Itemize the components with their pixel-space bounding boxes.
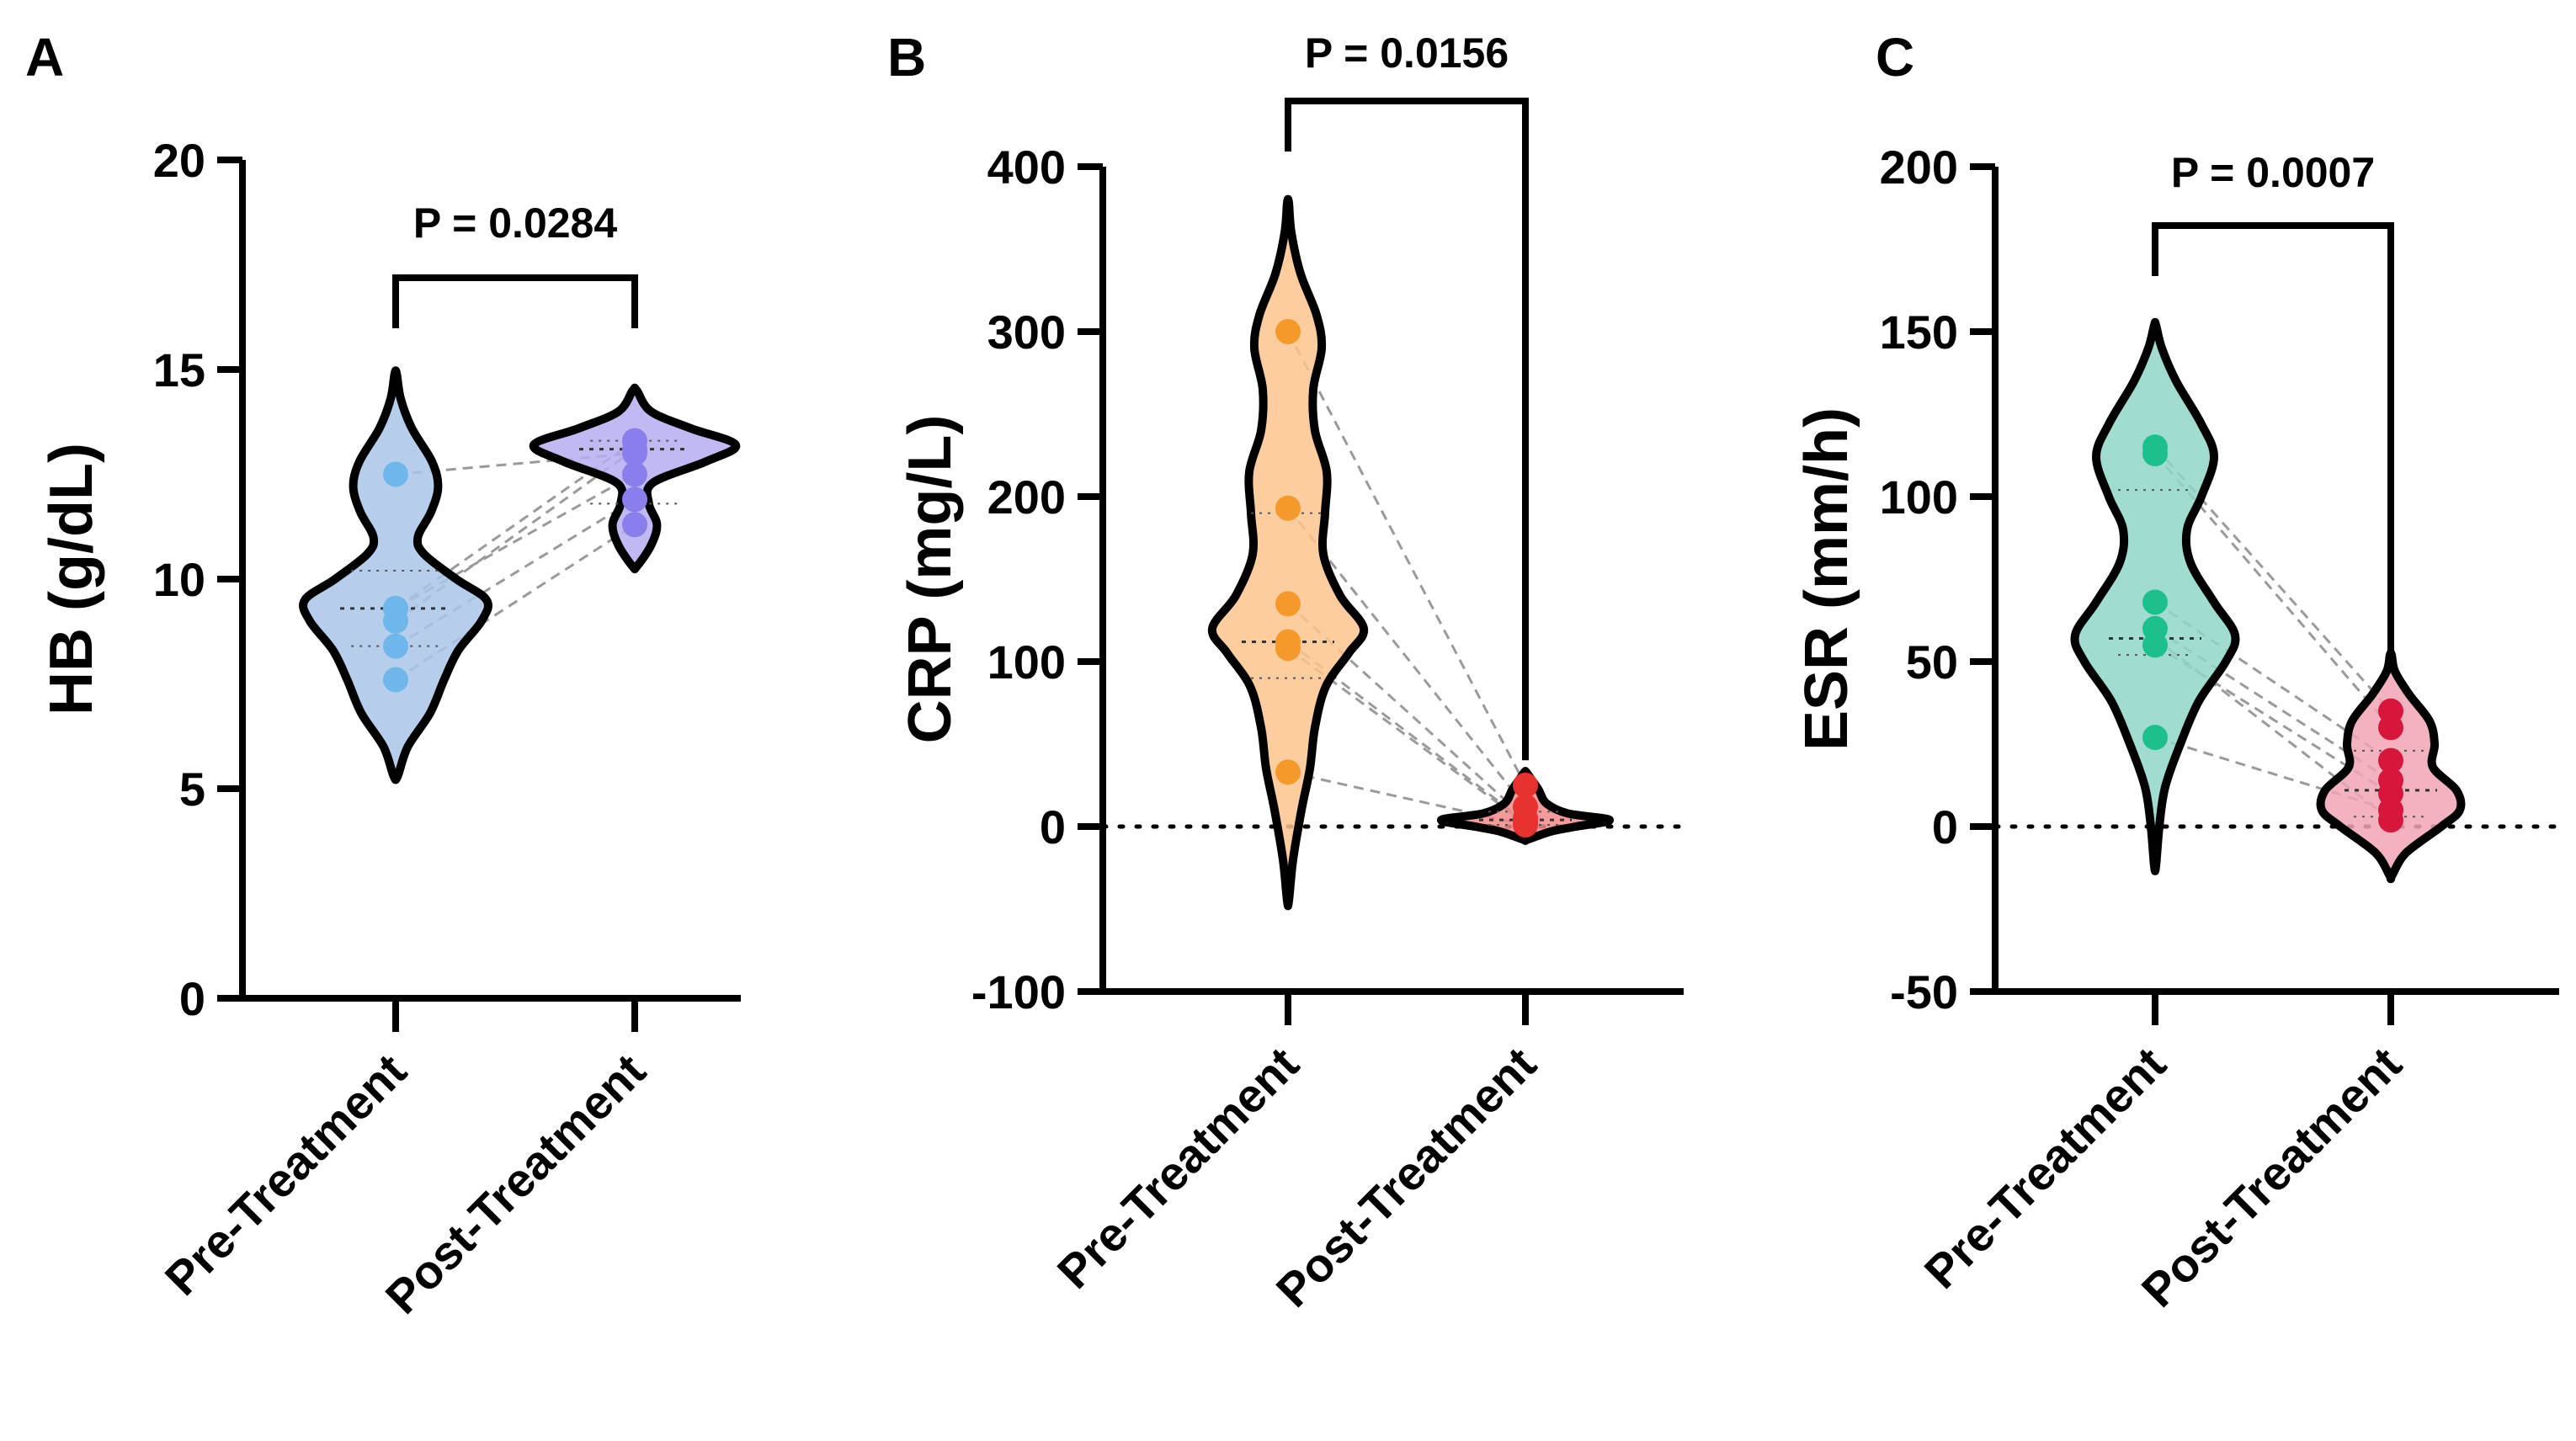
violin-pre (299, 366, 492, 784)
chart-panel-b: B -100 0 100 200 300 400 CRP (mg/L) Pre-Treatmen… (887, 27, 1686, 1317)
significance-bracket (2152, 222, 2394, 662)
y-tick-label: 100 (987, 635, 1066, 689)
data-point (1513, 773, 1538, 798)
data-point (1275, 591, 1301, 617)
x-category-label: Pre-Treatment (1914, 1037, 2176, 1299)
y-tick-label: 50 (1906, 635, 1958, 689)
significance-bracket (1285, 98, 1529, 761)
paired-line (1286, 331, 1527, 786)
paired-line (395, 473, 636, 610)
data-point (1275, 495, 1301, 521)
x-category-label: Post-Treatment (2132, 1037, 2412, 1317)
paired-line (395, 524, 636, 681)
y-tick-label: -50 (1890, 965, 1958, 1018)
data-point (2142, 589, 2168, 615)
y-tick-label: 0 (1040, 800, 1066, 853)
y-axis-title: HB (g/dL) (38, 443, 105, 715)
data-point (2142, 632, 2168, 658)
data-point (622, 512, 647, 538)
paired-line (395, 498, 636, 647)
paired-line (2154, 644, 2392, 795)
y-tick-label: -100 (971, 965, 1066, 1018)
data-point (383, 667, 408, 693)
significance-bracket (392, 274, 638, 328)
data-point (383, 461, 408, 487)
paired-line (1287, 647, 1526, 825)
data-point (2142, 725, 2168, 751)
data-point (622, 487, 647, 513)
data-point (383, 633, 408, 659)
data-point (383, 608, 408, 634)
data-point (2378, 807, 2403, 833)
x-category-label: Pre-Treatment (155, 1044, 417, 1305)
y-tick-label: 400 (987, 141, 1066, 194)
y-tick-label: 150 (1880, 306, 1958, 359)
data-point (2378, 715, 2403, 741)
data-point (2378, 747, 2403, 774)
p-value-label: P = 0.0284 (413, 199, 618, 247)
paired-line (1286, 507, 1527, 808)
data-point (622, 440, 647, 466)
data-point (1275, 635, 1301, 662)
y-tick-label: 5 (179, 763, 205, 816)
data-point (1275, 319, 1301, 344)
p-value-label: P = 0.0156 (1305, 29, 1509, 77)
paired-line (2154, 627, 2392, 782)
y-tick-label: 15 (153, 343, 205, 396)
panel-letter: C (1876, 27, 1914, 88)
y-tick-label: 200 (1880, 141, 1958, 194)
x-category-label: Pre-Treatment (1047, 1037, 1309, 1299)
data-point (2142, 441, 2168, 467)
x-category-label: Post-Treatment (375, 1044, 656, 1324)
violin-pre (1207, 194, 1369, 911)
data-point (622, 461, 647, 487)
data-point (1513, 812, 1538, 838)
x-category-label: Post-Treatment (1266, 1037, 1546, 1317)
y-axis-title: ESR (mm/h) (1793, 407, 1860, 751)
y-tick-label: 200 (987, 471, 1066, 524)
y-tick-label: 0 (1932, 800, 1958, 853)
paired-line (395, 448, 636, 623)
data-point (1275, 759, 1301, 785)
y-tick-label: 100 (1880, 471, 1958, 524)
p-value-label: P = 0.0007 (2171, 149, 2375, 196)
panel-letter: B (887, 27, 926, 88)
y-axis-title: CRP (mg/L) (897, 415, 964, 744)
panel-letter: A (25, 27, 64, 88)
y-tick-label: 20 (153, 134, 205, 187)
chart-panel-a: A 0 5 10 15 20 HB (g/dL) Pre-TreatmentPost-Trea… (25, 27, 741, 1324)
y-tick-label: 0 (179, 972, 205, 1025)
y-tick-label: 300 (987, 306, 1066, 359)
y-tick-label: 10 (153, 553, 205, 606)
